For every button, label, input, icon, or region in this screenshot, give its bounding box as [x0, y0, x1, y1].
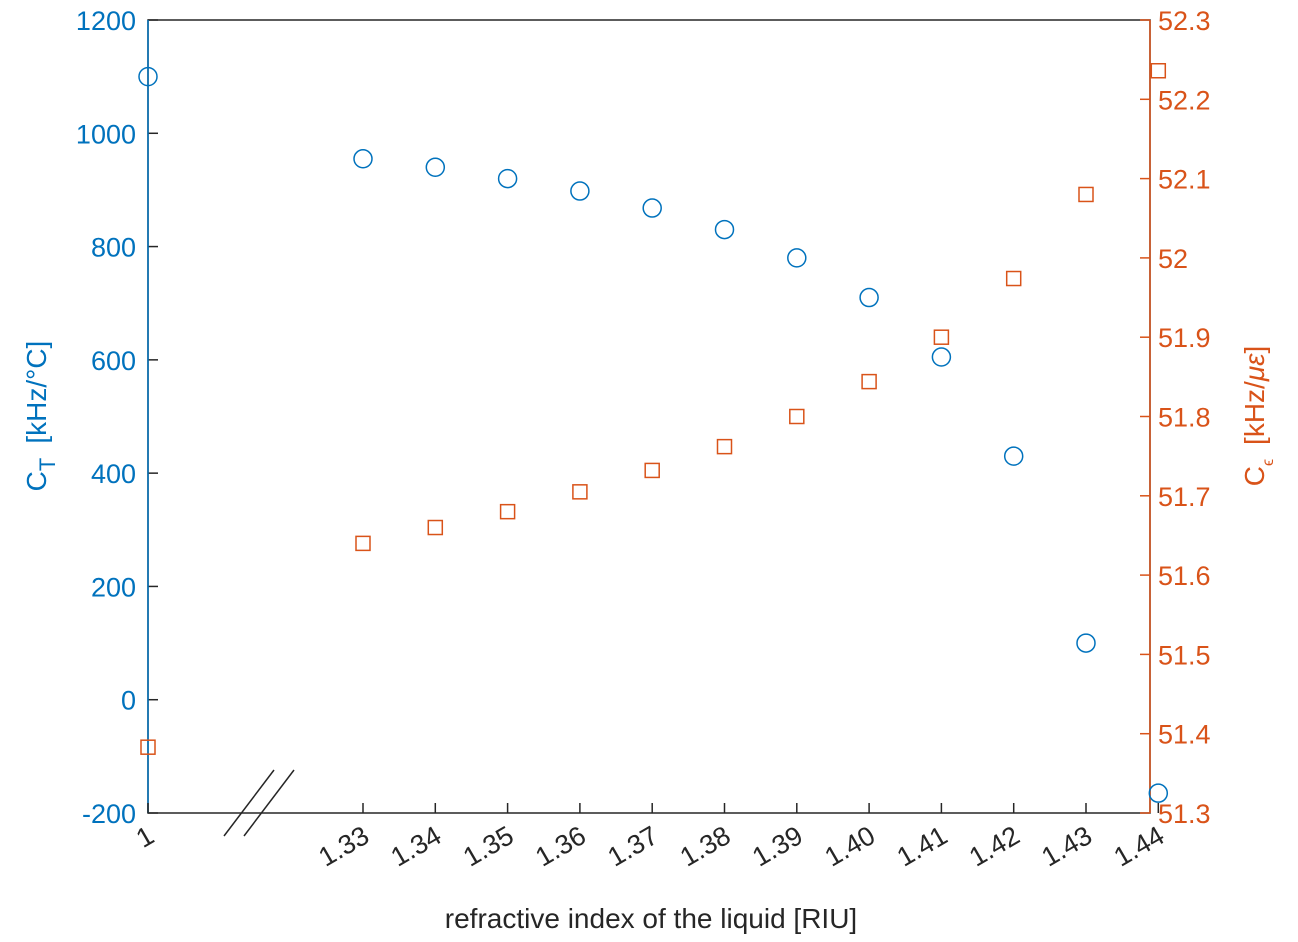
axis-break-marks	[223, 769, 295, 837]
axis-break-line	[243, 769, 295, 837]
right-y-label-unit-end: ]	[1239, 346, 1270, 354]
right-y-tick-label: 52.1	[1158, 165, 1211, 195]
right-y-label-unit-italic: με	[1239, 353, 1270, 382]
right-y-tick-label: 51.3	[1158, 799, 1211, 829]
right-y-tick-label: 51.9	[1158, 323, 1211, 353]
right-y-axis-label: Cϵ [kHz/με]	[1239, 346, 1277, 487]
x-tick-label: 1.40	[820, 820, 881, 872]
x-tick-label: 1.36	[530, 820, 591, 872]
right-y-label-main: C	[1239, 466, 1270, 486]
left-y-label-unit: [kHz/°C]	[21, 341, 52, 444]
right-y-label-unit: [kHz/	[1239, 381, 1270, 445]
square-point	[1150, 63, 1167, 79]
plot-area-frame	[147, 19, 1151, 814]
square-point	[499, 503, 516, 520]
axis-break-line	[223, 769, 275, 837]
x-axis-label: refractive index of the liquid [RIU]	[445, 903, 857, 934]
right-y-tick-label: 52.3	[1158, 6, 1211, 36]
circle-point	[570, 181, 590, 201]
right-y-tick-label: 51.7	[1158, 482, 1211, 512]
x-tick-label: 1.42	[964, 820, 1025, 872]
x-tick-label: 1.39	[747, 820, 808, 872]
x-tick-label: 1.41	[892, 820, 953, 872]
square-point	[789, 408, 805, 425]
x-tick-label: 1.34	[386, 820, 447, 872]
circle-point	[497, 168, 518, 189]
right-y-axis: 51.3 51.4 51.5 51.6 51.7 51.8 51.9 52 52.1 52.2 52…	[1140, 6, 1211, 829]
circle-point	[138, 66, 158, 87]
square-point	[427, 519, 444, 536]
circle-point	[1148, 783, 1169, 803]
left-y-label-main: C	[21, 471, 52, 491]
x-tick-label: 1.37	[603, 820, 664, 872]
square-point	[933, 329, 950, 345]
left-y-tick-label: -200	[82, 799, 136, 829]
circle-point	[931, 347, 952, 367]
square-point	[1078, 186, 1094, 203]
square-point	[644, 462, 660, 479]
square-point	[355, 535, 371, 552]
x-tick-label: 1	[131, 820, 159, 853]
x-tick-label: 1.43	[1036, 820, 1097, 872]
right-y-tick-label: 51.5	[1158, 640, 1211, 670]
square-point	[861, 373, 877, 390]
square-point	[716, 438, 733, 455]
square-point	[140, 739, 156, 755]
left-y-tick-label: 0	[121, 686, 136, 716]
x-tick-label: 1.35	[458, 820, 519, 872]
svg-text:CT[kHz/°C]: CT [kHz/°C]	[21, 341, 60, 492]
square-point	[1005, 270, 1022, 287]
series-layer	[138, 63, 1169, 803]
right-y-tick-label: 51.6	[1158, 561, 1211, 591]
circle-point	[353, 149, 373, 169]
left-y-tick-label: 800	[91, 233, 136, 263]
circle-point	[859, 287, 879, 308]
svg-text:Cϵ[kHz/με]: Cϵ [kHz/με]	[1239, 346, 1277, 487]
x-tick-label: 1.33	[313, 820, 374, 872]
left-y-tick-label: 1000	[76, 119, 136, 149]
circle-point	[642, 198, 662, 218]
left-y-tick-label: 600	[91, 346, 136, 376]
circle-point	[425, 157, 446, 178]
circle-point	[1076, 633, 1096, 653]
left-y-axis-label: CT [kHz/°C]	[21, 341, 60, 492]
left-y-tick-label: 200	[91, 572, 136, 602]
left-y-tick-label: 400	[91, 459, 136, 489]
x-tick-label: 1.38	[675, 820, 736, 872]
left-y-tick-label: 1200	[76, 6, 136, 36]
right-y-tick-label: 52	[1158, 244, 1188, 274]
circle-point	[1003, 446, 1024, 466]
right-y-tick-label: 51.4	[1158, 720, 1211, 750]
square-point	[572, 484, 588, 500]
circle-point	[787, 248, 807, 268]
left-y-axis: -200 0 200 400 600 800 1000 1200	[76, 6, 158, 829]
right-y-tick-label: 52.2	[1158, 85, 1211, 115]
right-y-tick-label: 51.8	[1158, 403, 1211, 433]
circle-point	[714, 219, 735, 240]
left-y-label-sub: T	[35, 458, 60, 471]
right-y-label-sub: ϵ	[1260, 459, 1277, 466]
